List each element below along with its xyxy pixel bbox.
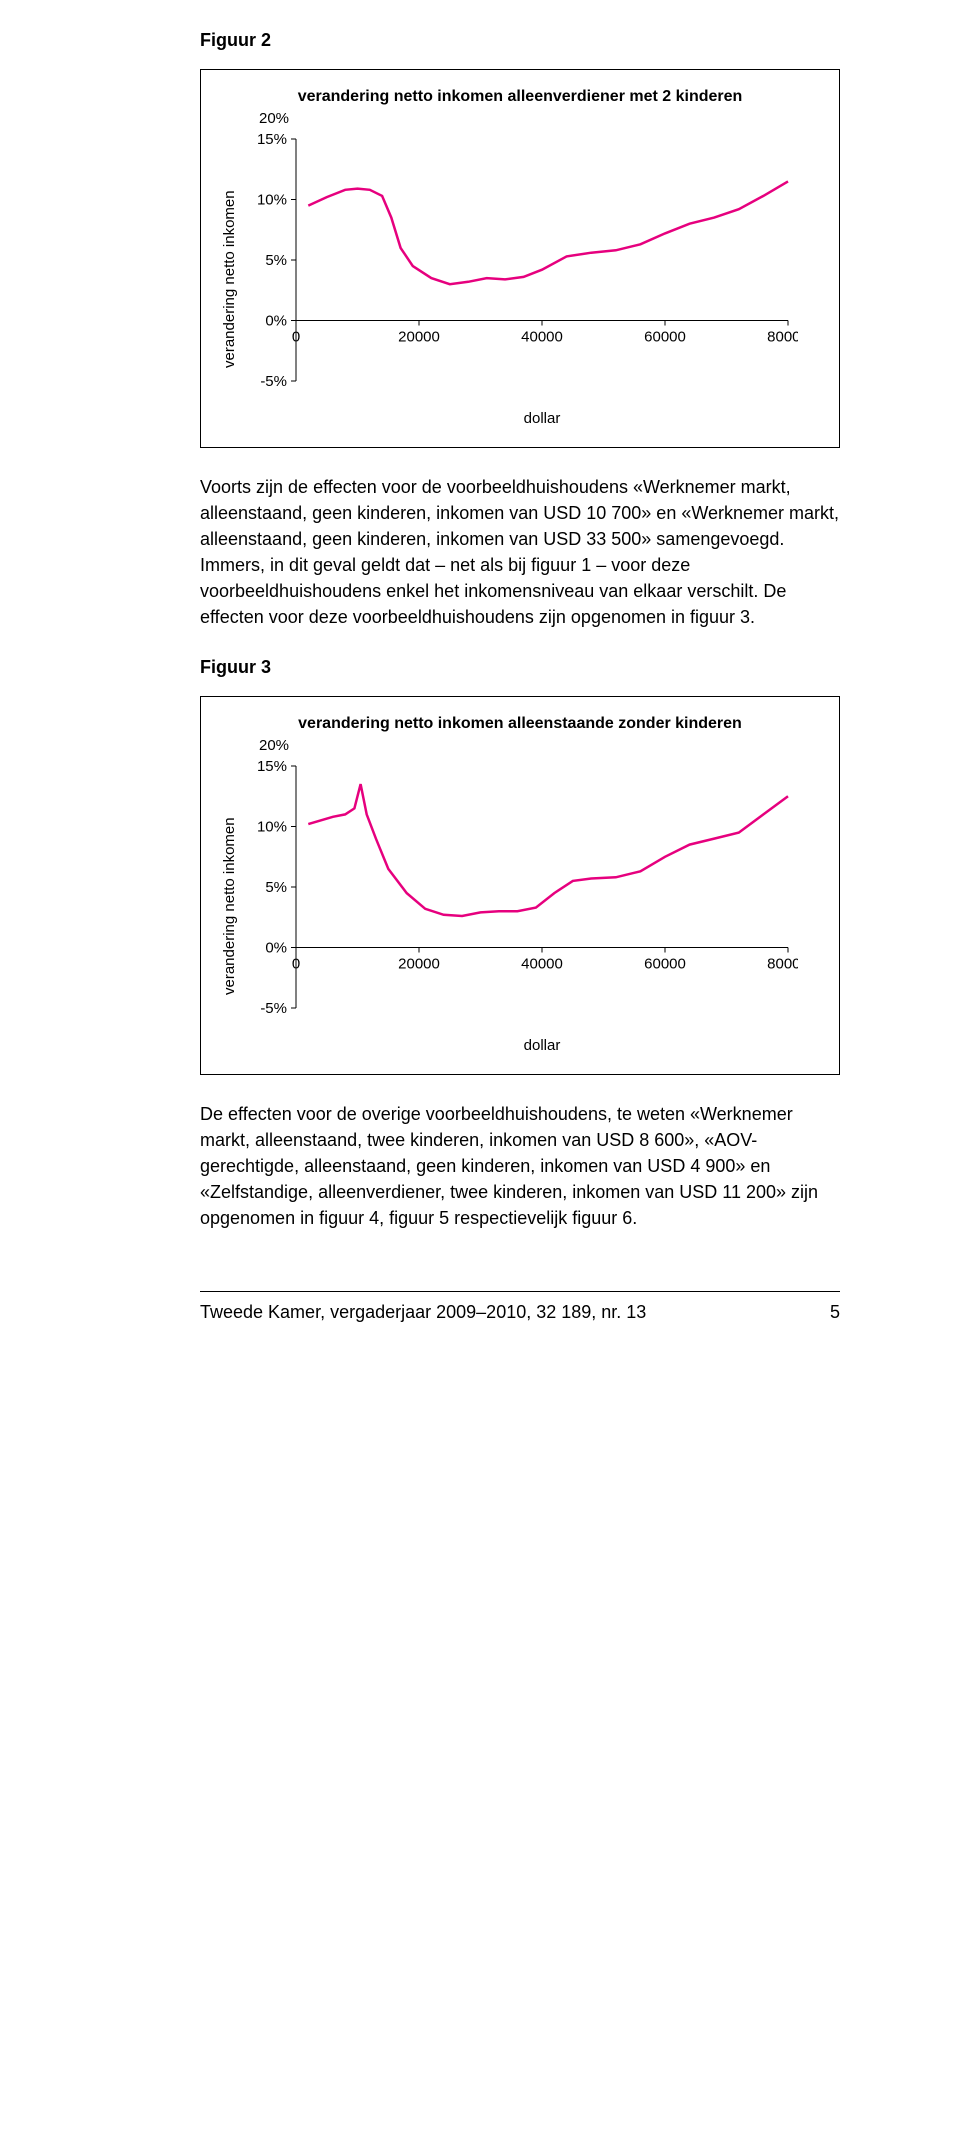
y-tick-label: 5%	[265, 879, 287, 896]
x-tick-label: 60000	[644, 955, 686, 972]
x-tick-label: 80000	[767, 955, 798, 972]
line-series	[308, 181, 788, 284]
y-tick-label: 15%	[257, 131, 287, 148]
x-axis-label: dollar	[524, 1037, 561, 1054]
y-tick-label: 10%	[257, 818, 287, 835]
x-tick-label: 20000	[398, 955, 440, 972]
y-tick-label: 0%	[265, 313, 287, 330]
x-tick-label: 0	[292, 955, 300, 972]
figure2-title: verandering netto inkomen alleenverdiene…	[215, 88, 825, 106]
y-tick-label: -5%	[260, 373, 287, 390]
figure2-top-label: 20%	[259, 110, 825, 127]
x-tick-label: 40000	[521, 329, 563, 346]
figure3-ylabel: verandering netto inkomen	[215, 756, 238, 1056]
figure3-title: verandering netto inkomen alleenstaande …	[215, 715, 825, 733]
x-tick-label: 40000	[521, 955, 563, 972]
figure2-label: Figuur 2	[200, 30, 840, 51]
figure3-top-label: 20%	[259, 737, 825, 754]
y-tick-label: 0%	[265, 939, 287, 956]
x-tick-label: 20000	[398, 329, 440, 346]
y-tick-label: 15%	[257, 758, 287, 775]
footer-left: Tweede Kamer, vergaderjaar 2009–2010, 32…	[200, 1302, 646, 1323]
figure2-chart: verandering netto inkomen alleenverdiene…	[200, 69, 840, 448]
x-tick-label: 60000	[644, 329, 686, 346]
line-chart: 15% 10% 5% 0% -5% 0 20000 40000 60000 80000 dollar	[238, 756, 798, 1056]
paragraph-2: De effecten voor de overige voorbeeldhui…	[200, 1101, 840, 1231]
y-tick-label: -5%	[260, 1000, 287, 1017]
line-series	[308, 784, 788, 916]
page: Figuur 2 verandering netto inkomen allee…	[0, 0, 960, 1353]
y-tick-label: 10%	[257, 192, 287, 209]
line-chart: 15% 10% 5% 0% -5% 0 20000 40000 60000 80000 dollar	[238, 129, 798, 429]
y-tick-label: 5%	[265, 252, 287, 269]
footer-right: 5	[830, 1302, 840, 1323]
figure2-ylabel: verandering netto inkomen	[215, 129, 238, 429]
figure3-chart: verandering netto inkomen alleenstaande …	[200, 696, 840, 1075]
paragraph-1: Voorts zijn de effecten voor de voorbeel…	[200, 474, 840, 631]
x-tick-label: 80000	[767, 329, 798, 346]
x-tick-label: 0	[292, 329, 300, 346]
figure3-label: Figuur 3	[200, 657, 840, 678]
x-axis-label: dollar	[524, 410, 561, 427]
footer: Tweede Kamer, vergaderjaar 2009–2010, 32…	[200, 1291, 840, 1323]
